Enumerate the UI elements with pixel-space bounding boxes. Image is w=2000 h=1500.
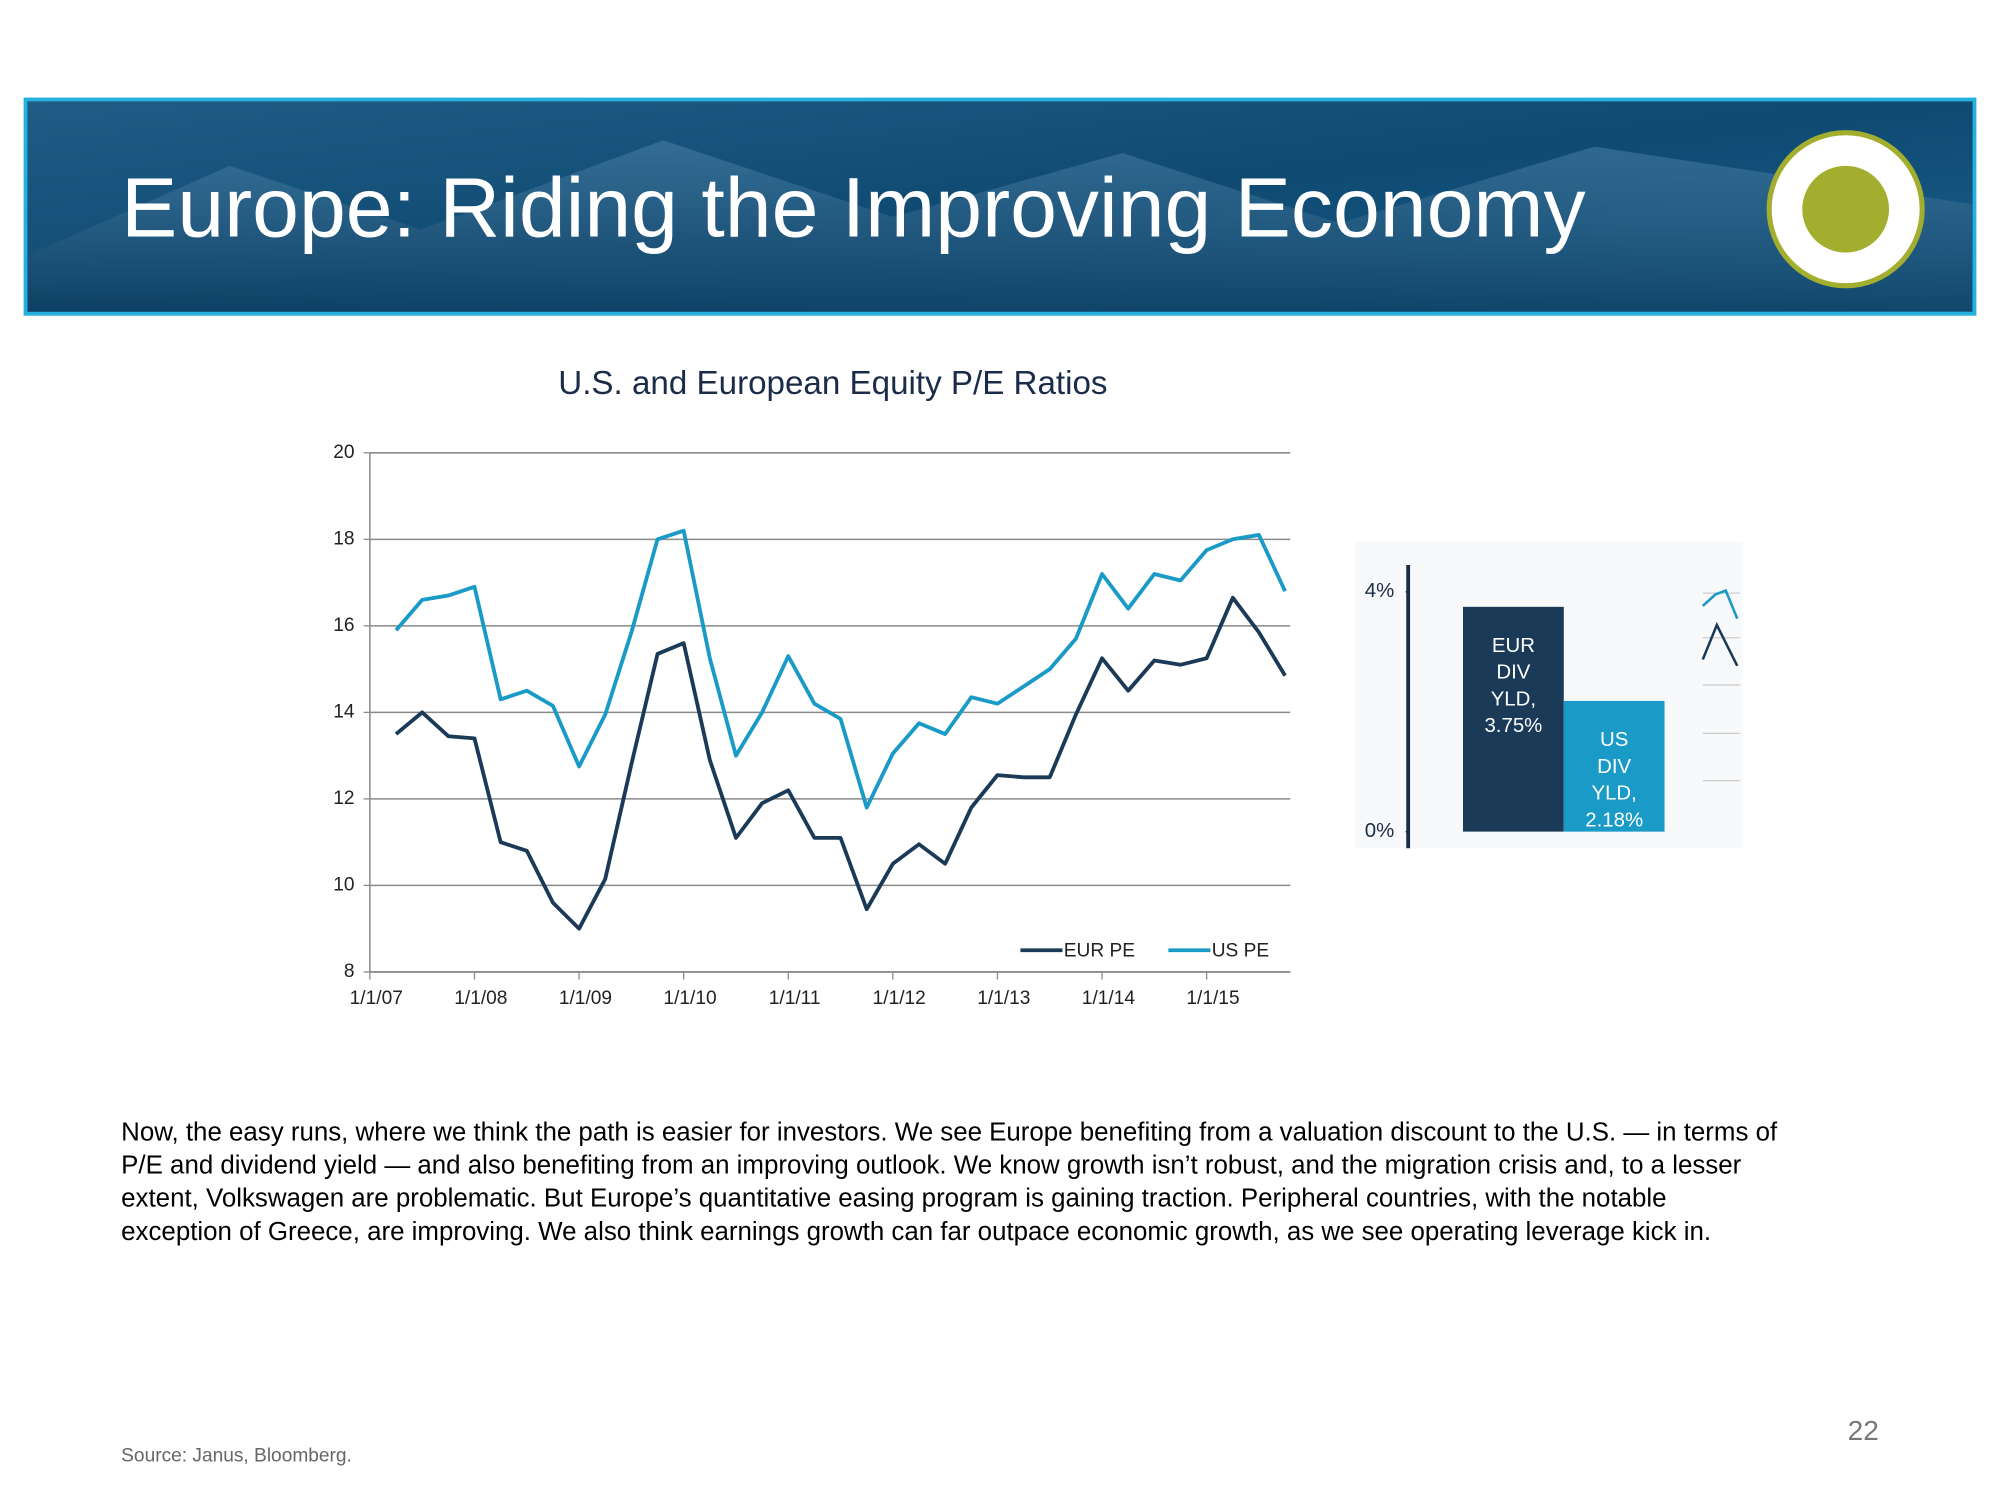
- series-line: [394, 595, 1287, 931]
- x-tick-label: 1/1/08: [454, 988, 507, 1009]
- logo-dot: [1802, 165, 1890, 253]
- bar-series-name: US DIV YLD,: [1591, 728, 1637, 805]
- y-tick-label: 12: [333, 788, 354, 809]
- thumbnail-line: [1701, 588, 1739, 620]
- line-chart: 8 10 12 14 16 18 20 1/1/07 1/1/08 1/1/09 1/1/10 1/1…: [333, 442, 1291, 1009]
- x-tick-label: 1/1/07: [350, 988, 403, 1009]
- bar: [1463, 606, 1564, 832]
- legend-label: US PE: [1212, 941, 1269, 962]
- x-tick-label: 1/1/13: [977, 988, 1030, 1009]
- y-tick-label: 8: [344, 961, 355, 982]
- y-tick-label: 4%: [1365, 580, 1394, 602]
- x-tick-label: 1/1/14: [1082, 988, 1136, 1009]
- slide-title: Europe: Riding the Improving Economy: [121, 161, 1585, 255]
- x-tick-label: 1/1/11: [769, 988, 821, 1009]
- bar: [1563, 700, 1665, 832]
- body-text: Now, the easy runs, where we think the p…: [121, 1118, 1778, 1247]
- source: Source: Janus, Bloomberg.: [121, 1446, 352, 1467]
- bar-label-box: US DIV YLD, 2.18%: [1582, 726, 1646, 833]
- bar-label-box: EUR DIV YLD, 3.75%: [1482, 632, 1546, 739]
- y-tick-label: 20: [333, 442, 354, 463]
- y-tick-label: 0%: [1365, 820, 1394, 842]
- y-tick-label: 14: [333, 701, 355, 722]
- x-tick-label: 1/1/09: [559, 988, 612, 1009]
- bar-label: EUR DIV YLD, 3.75%: [1482, 632, 1546, 739]
- bar-value-label: 2.18%: [1585, 809, 1644, 832]
- x-tick-label: 1/1/15: [1186, 988, 1239, 1009]
- bar-label: US DIV YLD, 2.18%: [1582, 726, 1646, 833]
- y-tick-label: 18: [333, 528, 354, 549]
- y-tick-label: 10: [333, 874, 354, 895]
- series-line: [394, 528, 1287, 810]
- body-box: Now, the easy runs, where we think the p…: [121, 1118, 1778, 1247]
- banner: Europe: Riding the Improving Economy: [23, 97, 1977, 316]
- y-tick-label: 16: [333, 615, 354, 636]
- x-tick-label: 1/1/10: [663, 988, 716, 1009]
- bar-series-name: EUR DIV YLD,: [1490, 634, 1537, 711]
- page-number: 22: [1848, 1415, 1879, 1446]
- legend-label: EUR PE: [1064, 941, 1135, 962]
- x-tick-label: 1/1/12: [873, 988, 926, 1009]
- bar-chart: 0% 4% EUR DIV YLD, 3.75% US DIV YLD, 2.18%: [1354, 542, 1743, 849]
- chart-title: U.S. and European Equity P/E Ratios: [558, 365, 1107, 402]
- thumbnail-line: [1701, 621, 1739, 667]
- banner-mountains: [28, 140, 1972, 312]
- bar-value-label: 3.75%: [1484, 715, 1543, 737]
